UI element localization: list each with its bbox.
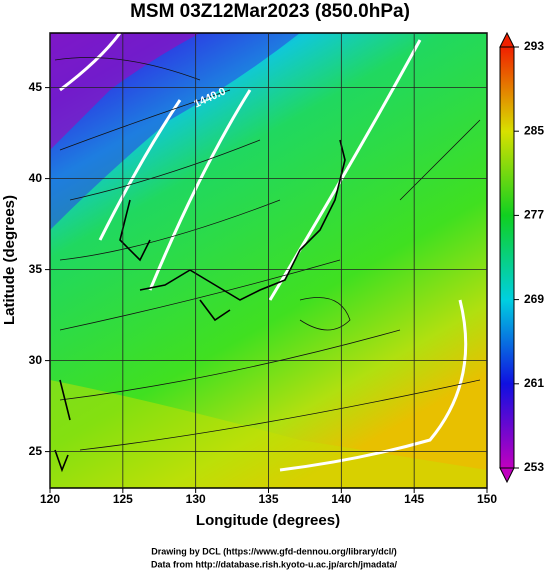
x-tick-label: 120 — [40, 492, 60, 506]
x-tick-label: 125 — [113, 492, 133, 506]
credit: Data from http://database.rish.kyoto-u.a… — [151, 559, 398, 569]
x-tick-label: 145 — [404, 492, 424, 506]
y-axis-label: Latitude (degrees) — [1, 195, 18, 325]
x-tick-label: 150 — [477, 492, 497, 506]
x-tick-label: 140 — [331, 492, 351, 506]
x-axis-label: Longitude (degrees) — [196, 512, 340, 529]
chart-title: MSM 03Z12Mar2023 (850.0hPa) — [130, 1, 410, 22]
colorbar-tick-label: 277 — [524, 208, 544, 222]
colorbar — [499, 46, 515, 469]
x-tick-label: 130 — [186, 492, 206, 506]
credit: Drawing by DCL (https://www.gfd-dennou.o… — [151, 546, 397, 556]
y-tick-label: 30 — [29, 353, 43, 367]
colorbar-tick-label: 261 — [524, 376, 544, 390]
colorbar-tick-label: 293 — [524, 39, 544, 53]
y-tick-label: 25 — [29, 444, 43, 458]
y-tick-label: 35 — [29, 262, 43, 276]
colorbar-min-arrow — [499, 467, 515, 484]
y-tick-label: 45 — [29, 80, 43, 94]
colorbar-max-arrow — [499, 31, 515, 48]
colorbar-tick-label: 285 — [524, 123, 544, 137]
y-tick-label: 40 — [29, 171, 43, 185]
x-tick-label: 135 — [258, 492, 278, 506]
colorbar-tick-label: 269 — [524, 292, 544, 306]
colorbar-tick-label: 253 — [524, 460, 544, 474]
